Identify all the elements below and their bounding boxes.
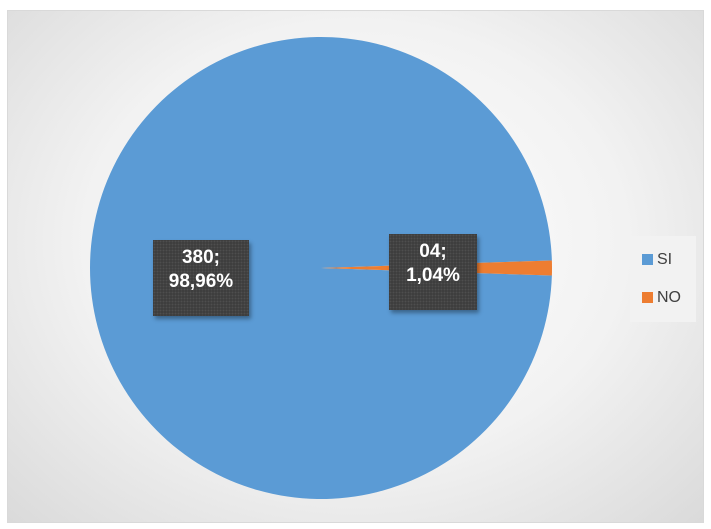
legend: SI NO [630,236,696,322]
legend-swatch-si [642,254,653,265]
data-label-si-percent: 98,96% [168,271,234,292]
pie-chart [90,36,552,499]
pie-slice-si [90,36,552,499]
legend-swatch-no [642,292,653,303]
data-label-si: 380; 98,96% [153,240,249,316]
data-label-si-count: 380; [181,247,221,268]
legend-item-no: NO [642,288,681,308]
legend-label-no: NO [657,289,681,306]
data-label-no-percent: 1,04% [406,265,460,286]
legend-item-si: SI [642,250,672,270]
data-label-no: 04; 1,04% [389,234,477,310]
data-label-no-count: 04; [419,241,447,262]
legend-label-si: SI [657,251,673,268]
chart-area: 380; 98,96% 04; 1,04% SI NO [7,10,704,523]
